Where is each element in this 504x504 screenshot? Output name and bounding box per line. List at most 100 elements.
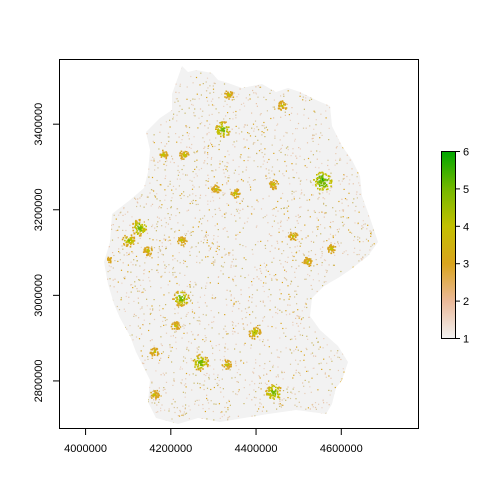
raster-cell: [224, 176, 226, 178]
raster-cell: [218, 249, 220, 251]
raster-cell: [262, 301, 264, 303]
raster-cell: [201, 418, 203, 420]
raster-cell: [205, 180, 207, 182]
raster-cell: [308, 316, 310, 318]
hotspot-cell: [171, 328, 174, 330]
hotspot-cell: [307, 263, 309, 266]
raster-cell: [114, 344, 116, 346]
raster-cell: [293, 191, 295, 193]
raster-cell: [375, 225, 377, 227]
raster-cell: [292, 311, 294, 313]
raster-cell: [123, 112, 125, 114]
raster-cell: [276, 159, 279, 161]
raster-cell: [361, 138, 363, 140]
raster-cell: [133, 135, 135, 137]
raster-cell: [291, 193, 293, 195]
raster-cell: [287, 146, 289, 148]
raster-cell: [126, 134, 128, 137]
raster-cell: [374, 305, 377, 307]
raster-cell: [226, 289, 228, 291]
raster-cell: [183, 262, 185, 264]
hotspot-cell: [280, 109, 282, 111]
raster-cell: [242, 171, 244, 173]
raster-cell: [176, 282, 178, 285]
raster-cell: [111, 392, 113, 394]
raster-cell: [201, 287, 203, 289]
hotspot-cell: [176, 326, 179, 328]
y-tick-label: 2800000: [33, 360, 45, 403]
raster-cell: [353, 239, 355, 241]
hotspot-cell: [150, 391, 152, 394]
raster-cell: [251, 380, 253, 382]
raster-cell: [260, 113, 262, 115]
raster-cell: [257, 96, 259, 98]
hotspot-cell: [226, 128, 229, 131]
raster-cell: [127, 264, 129, 266]
hotspot-cell: [332, 245, 335, 247]
raster-cell: [132, 115, 134, 117]
raster-cell: [144, 269, 146, 271]
raster-cell: [342, 139, 344, 141]
legend-colorbar: [441, 151, 456, 339]
raster-cell: [138, 279, 140, 281]
raster-cell: [354, 342, 357, 345]
raster-cell: [156, 269, 158, 271]
raster-cell: [165, 111, 167, 113]
raster-cell: [169, 346, 171, 348]
raster-cell: [160, 407, 162, 409]
raster-cell: [104, 252, 106, 254]
raster-cell: [153, 134, 155, 136]
raster-cell: [254, 415, 256, 417]
raster-cell: [238, 127, 240, 129]
raster-cell: [224, 325, 226, 327]
raster-cell: [190, 331, 193, 333]
raster-cell: [143, 206, 145, 208]
raster-cell: [266, 264, 268, 266]
raster-cell: [269, 360, 271, 362]
raster-cell: [282, 327, 284, 330]
raster-cell: [141, 307, 143, 309]
raster-cell: [345, 83, 347, 85]
raster-cell: [310, 181, 312, 184]
hotspot-cell: [177, 328, 179, 330]
raster-cell: [266, 373, 268, 375]
raster-cell: [376, 356, 378, 358]
raster-cell: [315, 133, 317, 135]
raster-cell: [165, 420, 167, 422]
raster-cell: [183, 246, 185, 248]
hotspot-cell: [269, 395, 272, 398]
raster-cell: [210, 246, 212, 248]
raster-cell: [376, 387, 378, 389]
raster-cell: [151, 402, 153, 404]
raster-cell: [342, 404, 344, 406]
hotspot-cell: [271, 384, 273, 386]
raster-cell: [329, 190, 331, 192]
raster-cell: [134, 414, 136, 416]
raster-cell: [243, 418, 245, 421]
raster-cell: [119, 259, 121, 261]
raster-cell: [327, 98, 330, 100]
raster-cell: [107, 376, 110, 378]
raster-cell: [144, 375, 147, 377]
hotspot-cell: [181, 299, 184, 301]
raster-cell: [181, 379, 183, 381]
raster-cell: [179, 262, 181, 264]
raster-cell: [160, 184, 162, 186]
raster-cell: [155, 115, 157, 118]
hotspot-cell: [185, 155, 188, 157]
raster-cell: [252, 253, 254, 255]
raster-cell: [346, 373, 348, 375]
raster-cell: [189, 254, 191, 256]
raster-cell: [194, 338, 196, 340]
raster-cell: [354, 367, 356, 369]
raster-cell: [352, 86, 354, 88]
raster-cell: [249, 184, 251, 186]
raster-cell: [254, 266, 256, 268]
raster-cell: [136, 260, 138, 262]
hotspot-cell: [133, 236, 136, 239]
raster-cell: [299, 216, 301, 218]
raster-cell: [375, 268, 377, 270]
raster-cell: [127, 93, 129, 96]
raster-cell: [173, 406, 175, 409]
raster-cell: [203, 388, 205, 391]
